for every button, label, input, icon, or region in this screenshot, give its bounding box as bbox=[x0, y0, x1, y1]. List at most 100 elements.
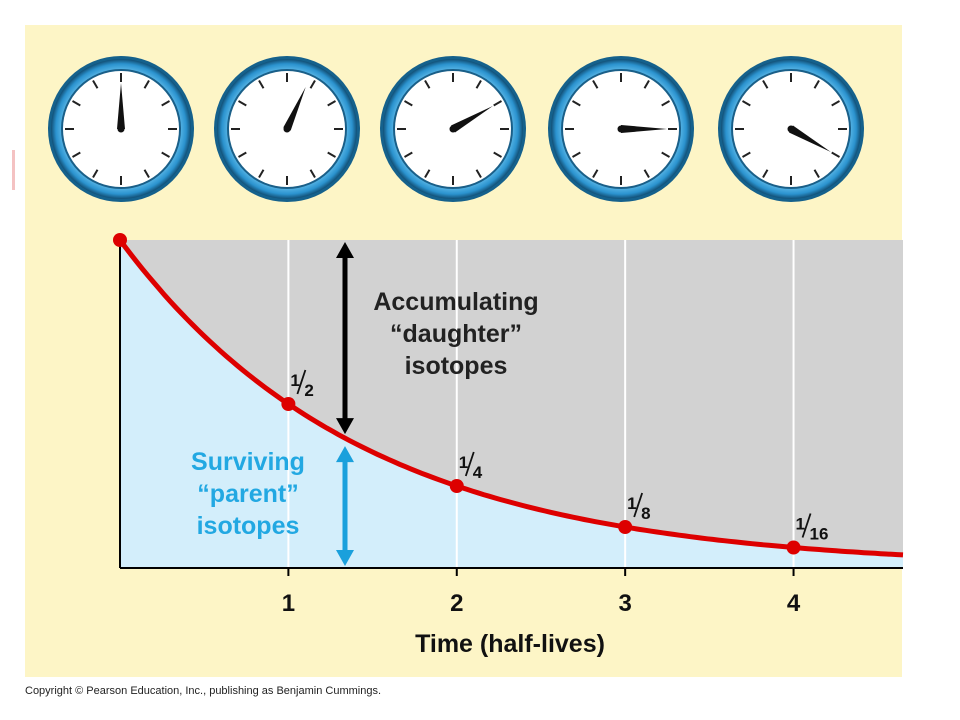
clock-tick bbox=[72, 151, 81, 158]
x-tick-label: 4 bbox=[787, 590, 801, 617]
fraction-numerator: 1 bbox=[627, 494, 636, 513]
clock-tick bbox=[92, 169, 99, 178]
clock-tick bbox=[143, 80, 150, 89]
clock-tick bbox=[813, 169, 820, 178]
x-tick-marks bbox=[287, 568, 795, 576]
clock-pivot bbox=[449, 125, 457, 133]
clock-tick bbox=[813, 80, 820, 89]
fraction-denominator: 16 bbox=[810, 525, 829, 544]
clock-tick bbox=[643, 169, 650, 178]
daughter-annotation-line-1: Accumulating bbox=[373, 288, 538, 316]
clock-tick bbox=[143, 169, 150, 178]
clock-tick bbox=[258, 80, 265, 89]
clock-row bbox=[48, 56, 864, 202]
decay-curve bbox=[117, 238, 904, 558]
clock-tick bbox=[161, 151, 170, 158]
clock-tick bbox=[592, 80, 599, 89]
x-axis-label: Time (half-lives) bbox=[415, 630, 605, 658]
gridlines bbox=[287, 240, 795, 568]
clock-tick bbox=[72, 100, 81, 107]
fraction-numerator: 1 bbox=[796, 515, 805, 534]
clock-tick bbox=[572, 100, 581, 107]
x-tick-labels: 1 2 3 4 bbox=[282, 590, 801, 617]
clock-tick bbox=[831, 151, 840, 158]
daughter-arrow bbox=[336, 242, 354, 435]
arrow-head-down bbox=[336, 418, 354, 435]
clock-icon bbox=[214, 56, 360, 202]
data-point bbox=[281, 397, 296, 411]
fraction-label: 14 bbox=[459, 451, 483, 482]
fraction-label: 1 16 bbox=[796, 513, 829, 544]
clock-tick bbox=[424, 169, 431, 178]
parent-annotation-line-2: “parent” bbox=[197, 480, 298, 508]
fraction-numerator: 1 bbox=[459, 453, 468, 472]
clock-tick bbox=[475, 80, 482, 89]
arrow-head-up bbox=[336, 242, 354, 258]
clock-pivot bbox=[117, 125, 125, 133]
parent-annotation-line-1: Surviving bbox=[191, 448, 305, 476]
clock-tick bbox=[762, 80, 769, 89]
clock-tick bbox=[309, 80, 316, 89]
data-point bbox=[449, 479, 464, 493]
x-tick-label: 1 bbox=[282, 590, 295, 617]
left-edge-mark bbox=[12, 150, 15, 190]
clock-tick bbox=[661, 151, 670, 158]
clock-tick bbox=[404, 100, 413, 107]
clock-tick bbox=[404, 151, 413, 158]
clock-tick bbox=[92, 80, 99, 89]
clock-tick bbox=[742, 151, 751, 158]
clock-hand bbox=[451, 106, 493, 133]
parent-isotopes-region bbox=[120, 240, 903, 568]
data-points bbox=[113, 233, 801, 555]
fraction-label: 12 bbox=[290, 369, 314, 400]
fraction-slash bbox=[296, 369, 307, 395]
clock-hand bbox=[789, 125, 831, 152]
clock-icon bbox=[48, 56, 194, 202]
clock-icon bbox=[548, 56, 694, 202]
clock-tick bbox=[493, 151, 502, 158]
clock-tick bbox=[327, 100, 336, 107]
fraction-label: 18 bbox=[627, 492, 651, 523]
clock-tick bbox=[161, 100, 170, 107]
data-point bbox=[618, 520, 633, 534]
clock-icon bbox=[380, 56, 526, 202]
clock-tick bbox=[258, 169, 265, 178]
clock-tick bbox=[424, 80, 431, 89]
clock-tick bbox=[661, 100, 670, 107]
clock-tick bbox=[572, 151, 581, 158]
clock-hand bbox=[621, 125, 667, 133]
clock-tick bbox=[592, 169, 599, 178]
copyright-notice: Copyright © Pearson Education, Inc., pub… bbox=[25, 685, 381, 697]
clock-pivot bbox=[617, 125, 625, 133]
clock-tick bbox=[238, 100, 247, 107]
clock-hand bbox=[117, 83, 125, 129]
x-tick-label: 3 bbox=[618, 590, 631, 617]
clock-pivot bbox=[787, 125, 795, 133]
arrow-head-up bbox=[336, 446, 354, 463]
daughter-annotation-line-2: “daughter” bbox=[390, 320, 522, 348]
fraction-denominator: 2 bbox=[304, 381, 313, 400]
clock-tick bbox=[831, 100, 840, 107]
clock-tick bbox=[643, 80, 650, 89]
clock-tick bbox=[742, 100, 751, 107]
clock-hand bbox=[283, 86, 306, 131]
arrow-head-down bbox=[336, 550, 354, 566]
clock-tick bbox=[238, 151, 247, 158]
clock-tick bbox=[327, 151, 336, 158]
fraction-numerator: 1 bbox=[290, 371, 299, 390]
fraction-denominator: 4 bbox=[473, 463, 483, 482]
fraction-denominator: 8 bbox=[641, 504, 650, 523]
data-point bbox=[113, 233, 127, 247]
clock-tick bbox=[493, 100, 502, 107]
parent-annotation-line-3: isotopes bbox=[197, 512, 300, 540]
daughter-annotation-line-3: isotopes bbox=[405, 352, 508, 380]
parent-annotation: Surviving “parent” isotopes bbox=[191, 448, 305, 540]
x-tick-label: 2 bbox=[450, 590, 463, 617]
fraction-slash bbox=[801, 513, 812, 538]
daughter-annotation: Accumulating “daughter” isotopes bbox=[373, 288, 538, 380]
fraction-slash bbox=[633, 492, 644, 518]
data-point bbox=[786, 540, 801, 555]
